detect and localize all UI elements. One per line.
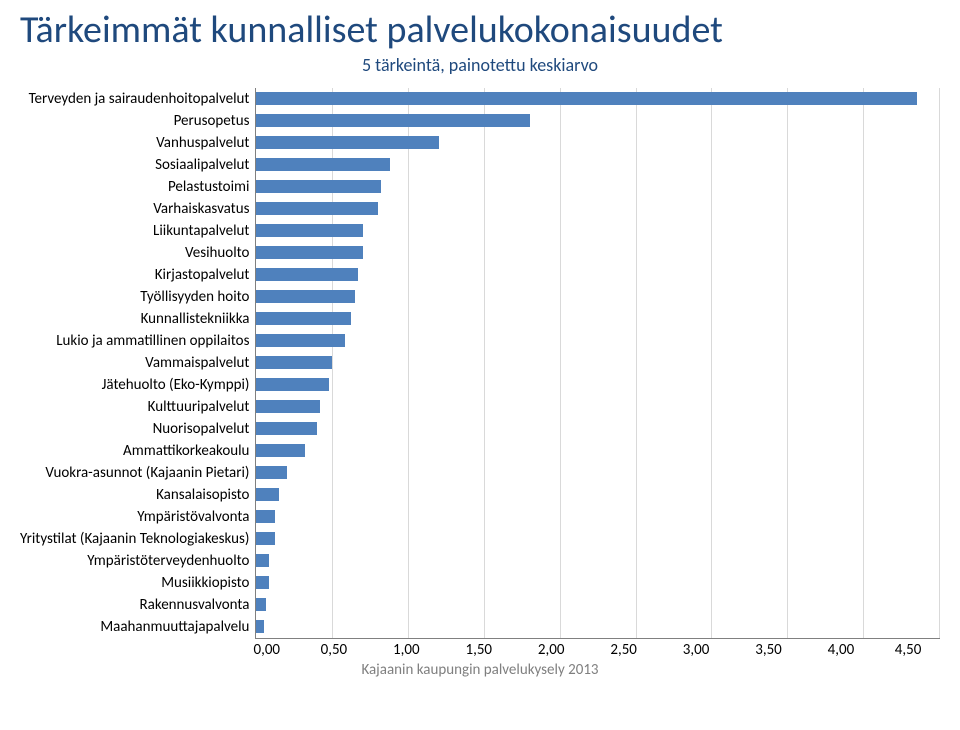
x-axis-spacer: [20, 641, 261, 659]
x-axis-tick: 2,50: [610, 641, 637, 659]
bar: [256, 422, 317, 435]
y-axis-label: Kansalaisopisto: [156, 484, 249, 506]
y-axis-label: Kulttuuripalvelut: [148, 396, 250, 418]
bar: [256, 554, 268, 567]
x-axis-ticks: 0,000,501,001,502,002,503,003,504,004,50: [261, 641, 940, 659]
bar-row: [256, 154, 940, 176]
bar-row: [256, 242, 940, 264]
y-axis-label: Liikuntapalvelut: [153, 220, 249, 242]
bar-row: [256, 440, 940, 462]
y-axis-label: Jätehuolto (Eko-Kymppi): [102, 374, 250, 396]
bar-row: [256, 220, 940, 242]
bar-row: [256, 550, 940, 572]
bar: [256, 202, 378, 215]
bar: [256, 576, 268, 589]
bar: [256, 180, 381, 193]
x-axis-tick: 1,50: [465, 641, 492, 659]
bar: [256, 510, 274, 523]
y-axis-label: Musiikkiopisto: [161, 572, 249, 594]
bar-row: [256, 484, 940, 506]
y-axis-label: Kirjastopalvelut: [155, 264, 250, 286]
bar: [256, 620, 264, 633]
bar-row: [256, 110, 940, 132]
bar: [256, 224, 362, 237]
x-axis-tick: 3,00: [683, 641, 710, 659]
bar-row: [256, 132, 940, 154]
x-axis-tick: 0,00: [253, 641, 280, 659]
bar-row: [256, 528, 940, 550]
x-axis-tick: 4,00: [828, 641, 855, 659]
bar-row: [256, 396, 940, 418]
y-axis-label: Varhaiskasvatus: [153, 198, 249, 220]
y-axis-label: Kunnallistekniikka: [141, 308, 250, 330]
bar: [256, 246, 362, 259]
bar-row: [256, 264, 940, 286]
bar: [256, 532, 274, 545]
y-axis-label: Terveyden ja sairaudenhoitopalvelut: [29, 88, 250, 110]
chart-subtitle: 5 tärkeintä, painotettu keskiarvo: [20, 54, 940, 76]
bar: [256, 444, 305, 457]
x-axis: 0,00 0,50 1,00 1,50 2,00 2,50 3,00 3,50 4,00 4,50: [20, 641, 940, 659]
x-axis-tick: 2,00: [538, 641, 565, 659]
bar: [256, 356, 332, 369]
x-axis-tick: 4,50: [895, 641, 922, 659]
y-axis-label: Sosiaalipalvelut: [155, 154, 249, 176]
x-axis-tick: 0,50: [321, 641, 348, 659]
bar-row: [256, 286, 940, 308]
bar-row: [256, 352, 940, 374]
bar-row: [256, 198, 940, 220]
bar-row: [256, 616, 940, 638]
bar: [256, 400, 320, 413]
bar: [256, 378, 329, 391]
bar: [256, 114, 529, 127]
bar: [256, 268, 358, 281]
y-axis-label: Yritystilat (Kajaanin Teknologiakeskus): [20, 528, 249, 550]
bar-row: [256, 88, 940, 110]
y-axis-label: Pelastustoimi: [168, 176, 250, 198]
bar: [256, 158, 390, 171]
y-axis-label: Rakennusvalvonta: [140, 594, 250, 616]
bar-row: [256, 506, 940, 528]
bar-row: [256, 308, 940, 330]
chart-area: Terveyden ja sairaudenhoitopalvelutPerus…: [20, 88, 940, 639]
y-axis-label: Vanhuspalvelut: [156, 132, 249, 154]
bar: [256, 488, 279, 501]
bar: [256, 334, 344, 347]
bar: [256, 136, 438, 149]
x-axis-tick: 3,50: [755, 641, 782, 659]
chart-title: Tärkeimmät kunnalliset palvelukokonaisuu…: [20, 10, 940, 52]
bar-row: [256, 572, 940, 594]
bar-row: [256, 594, 940, 616]
bar-row: [256, 330, 940, 352]
y-axis-label: Lukio ja ammatillinen oppilaitos: [56, 330, 249, 352]
bar-row: [256, 462, 940, 484]
y-axis-label: Vesihuolto: [185, 242, 249, 264]
bar: [256, 92, 917, 105]
bar: [256, 312, 350, 325]
bar: [256, 466, 286, 479]
y-axis-label: Vammaispalvelut: [145, 352, 249, 374]
plot-area: [255, 88, 940, 639]
y-axis-label: Vuokra-asunnot (Kajaanin Pietari): [45, 462, 249, 484]
y-axis-label: Ympäristöterveydenhuolto: [87, 550, 249, 572]
y-axis-label: Ammattikorkeakoulu: [123, 440, 249, 462]
bar-row: [256, 374, 940, 396]
bars-container: [256, 88, 940, 638]
y-axis-label: Maahanmuuttajapalvelu: [100, 616, 249, 638]
y-axis-label: Perusopetus: [174, 110, 250, 132]
y-axis-label: Nuorisopalvelut: [153, 418, 250, 440]
bar: [256, 598, 265, 611]
chart-footer: Kajaanin kaupungin palvelukysely 2013: [20, 661, 940, 679]
y-axis-labels: Terveyden ja sairaudenhoitopalvelutPerus…: [20, 88, 255, 639]
bar-row: [256, 418, 940, 440]
bar-row: [256, 176, 940, 198]
y-axis-label: Työllisyyden hoito: [140, 286, 249, 308]
x-axis-tick: 1,00: [393, 641, 420, 659]
y-axis-label: Ympäristövalvonta: [137, 506, 249, 528]
bar: [256, 290, 355, 303]
